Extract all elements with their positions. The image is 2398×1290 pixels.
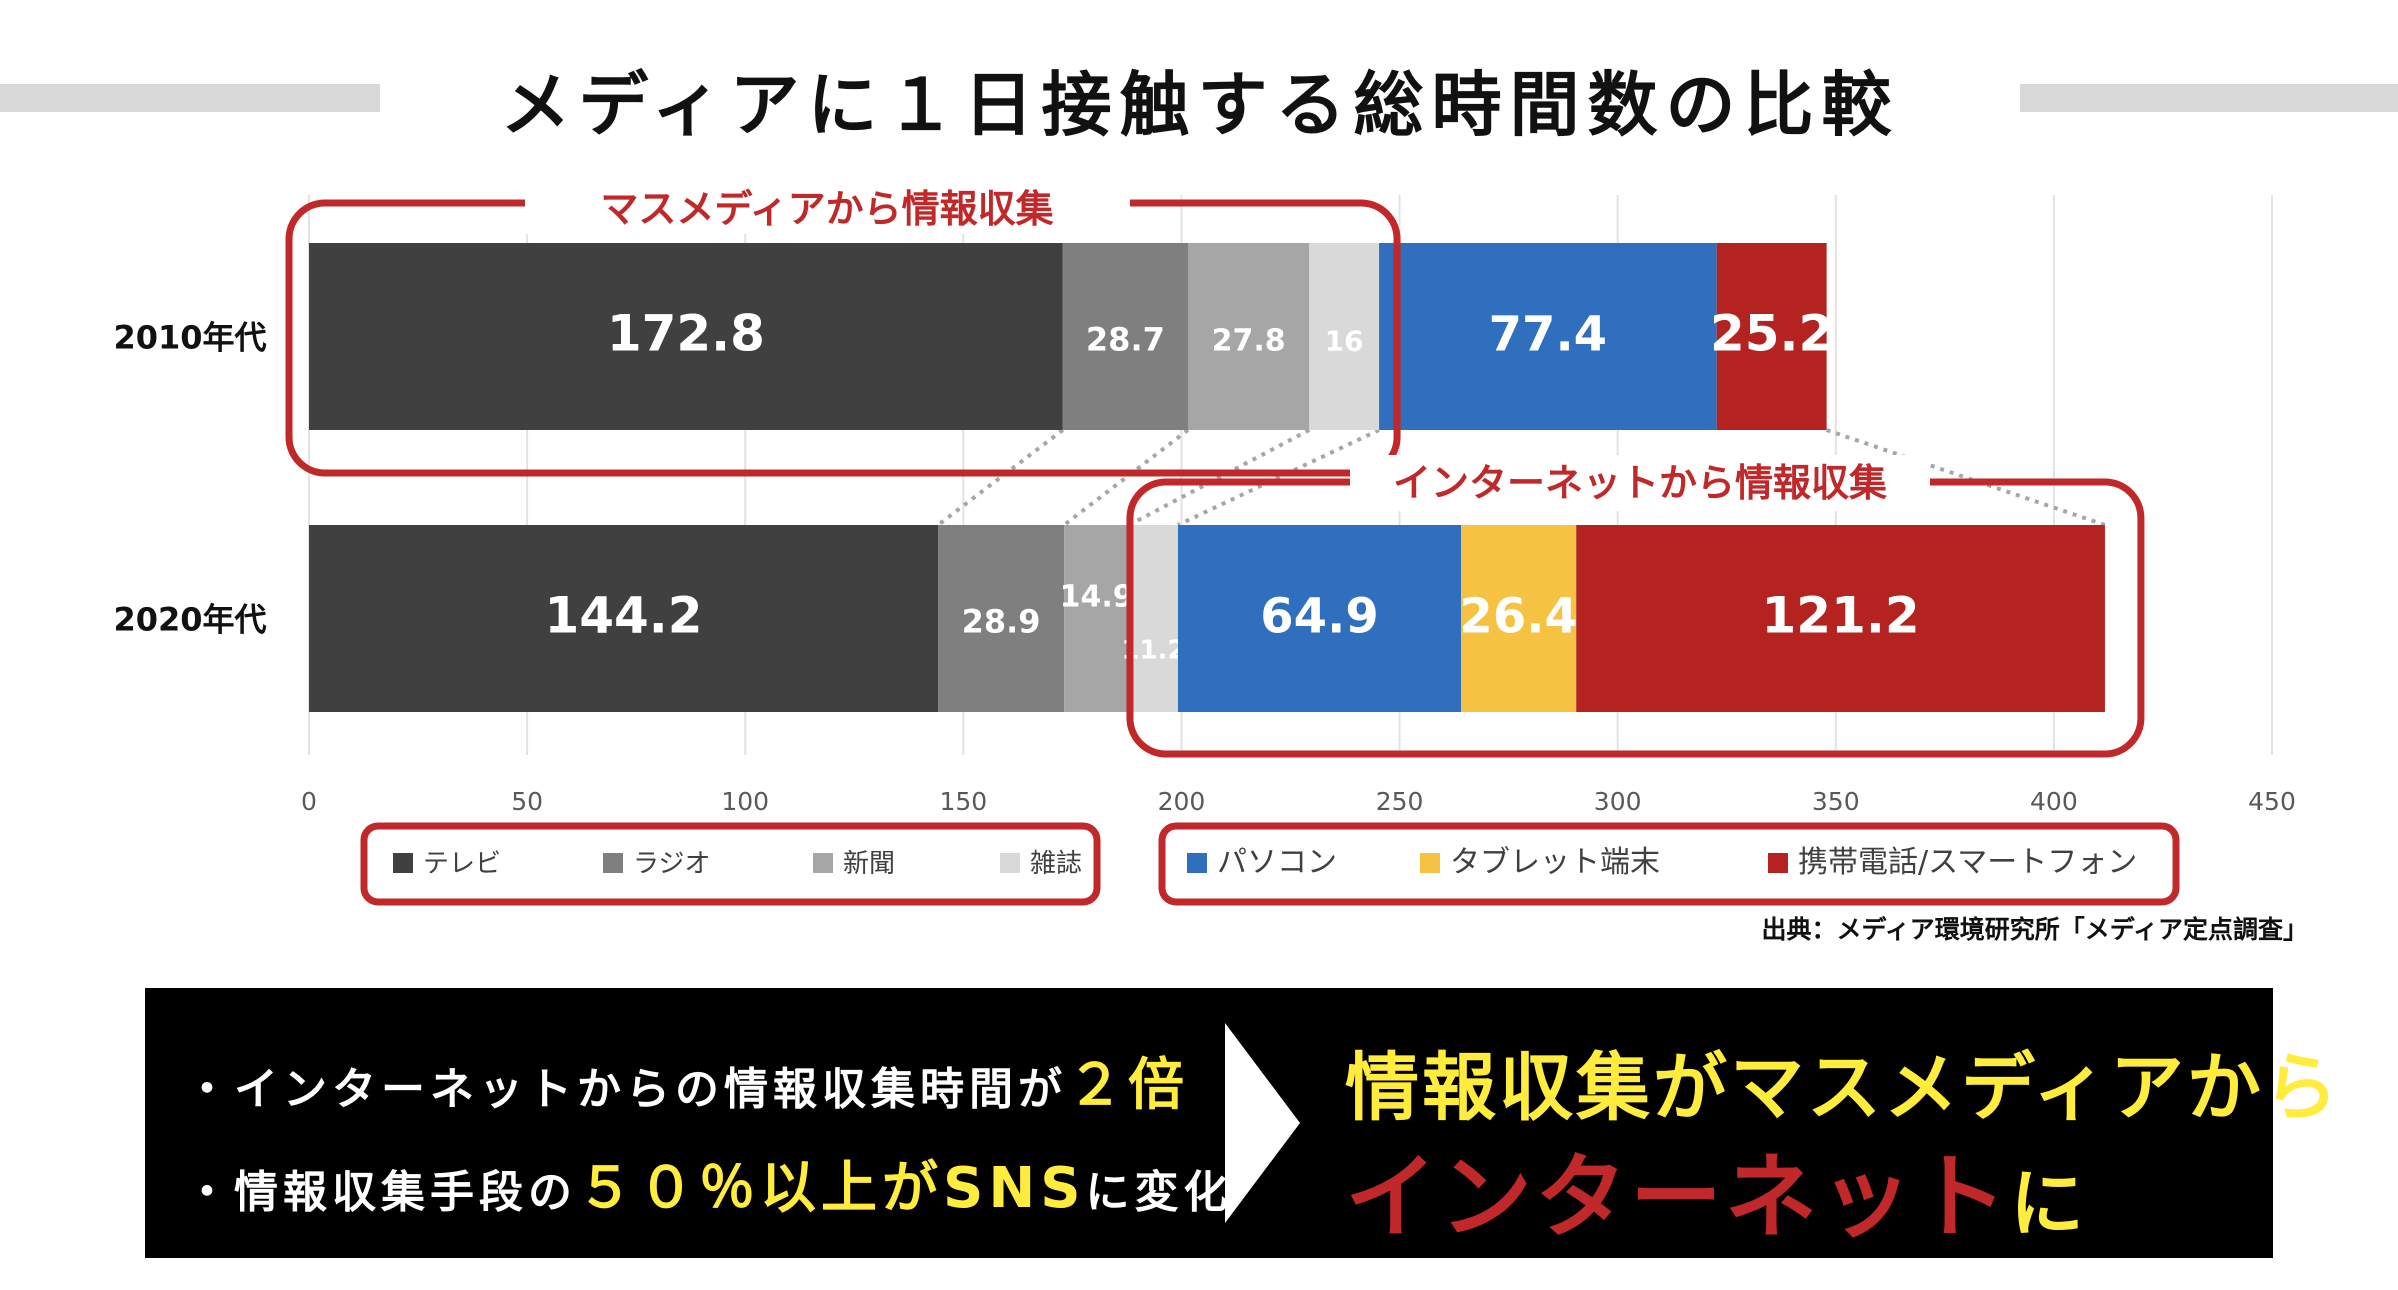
- conclusion-line-2: インターネットに: [1345, 1123, 2087, 1256]
- legend-label: ラジオ: [633, 849, 710, 879]
- data-label: 144.2: [544, 587, 702, 645]
- legend-label: パソコン: [1217, 845, 1337, 880]
- chevron-right-icon: [1225, 1023, 1300, 1223]
- bar-segment: [1379, 243, 1717, 430]
- legend-frame-mass-media: [360, 822, 1101, 906]
- conclusion-line-1: 情報収集がマスメディアから: [1345, 1045, 2341, 1131]
- bar-segment: [938, 525, 1065, 712]
- data-label: 14.9: [1060, 580, 1134, 615]
- frame-label-bg: [525, 178, 1130, 234]
- category-label: 2020年代: [113, 601, 266, 639]
- bullet-2-highlight: ５０％以上がSNS: [577, 1156, 1086, 1221]
- bar-segment: [309, 243, 1063, 430]
- legend-label: タブレット端末: [1450, 845, 1660, 880]
- connector-line: [1128, 428, 1311, 527]
- bar-segment: [1064, 525, 1130, 712]
- data-label: 27.8: [1212, 324, 1286, 359]
- bar-segment: [309, 525, 939, 712]
- summary-bullet-1: ・インターネットからの情報収集時間が２倍: [185, 1040, 1189, 1121]
- x-tick-label: 100: [721, 787, 769, 816]
- bar-segment: [1177, 525, 1462, 712]
- bar-segment: [1461, 525, 1577, 712]
- bar-segment: [1309, 243, 1380, 430]
- mass-media-frame-label: マスメディアから情報収集: [600, 187, 1053, 231]
- legend-swatch: [1000, 853, 1020, 873]
- x-tick-label: 150: [939, 787, 987, 816]
- legend-label: 雑誌: [1030, 849, 1082, 879]
- bullet-1-highlight: ２倍: [1067, 1053, 1189, 1118]
- data-label: 121.2: [1761, 587, 1919, 645]
- conclusion-tail: に: [2010, 1161, 2088, 1247]
- legend-label: 新聞: [843, 849, 895, 879]
- stacked-bar-chart: 0 50 100 150 200 250 300 350 400 450 2010年代 2020年代 1…: [113, 178, 2296, 906]
- data-label: 25.2: [1710, 305, 1833, 363]
- data-label: 26.4: [1459, 589, 1577, 645]
- data-label: 16: [1325, 325, 1364, 358]
- data-label: 77.4: [1489, 307, 1607, 363]
- x-tick-label: 350: [1812, 787, 1860, 816]
- x-tick-label: 300: [1594, 787, 1642, 816]
- legend-swatch: [1187, 853, 1207, 873]
- bullet-2-text: ・情報収集手段の: [185, 1167, 577, 1218]
- legend-frame-internet: [1158, 822, 2180, 906]
- summary-bullet-2: ・情報収集手段の５０％以上がSNSに変化: [185, 1143, 1233, 1224]
- x-tick-label: 50: [511, 787, 543, 816]
- data-label: 28.7: [1086, 321, 1165, 359]
- legend-swatch: [1768, 853, 1788, 873]
- data-label: 28.9: [962, 603, 1041, 641]
- x-tick-label: 200: [1158, 787, 1206, 816]
- bar-segment: [1187, 243, 1310, 430]
- x-tick-label: 450: [2248, 787, 2296, 816]
- legend-swatch: [813, 853, 833, 873]
- legend-swatch: [1420, 853, 1440, 873]
- data-label: 172.8: [607, 305, 765, 363]
- category-label: 2010年代: [113, 319, 266, 357]
- legend-swatch: [393, 853, 413, 873]
- source-note: 出典：メディア環境研究所「メディア定点調査」: [1761, 915, 2308, 944]
- legend-swatch: [603, 853, 623, 873]
- bar-segment: [1716, 243, 1827, 430]
- x-tick-label: 0: [301, 787, 317, 816]
- conclusion-emphasis: インターネット: [1345, 1144, 2011, 1251]
- summary-panel: ・インターネットからの情報収集時間が２倍 ・情報収集手段の５０％以上がSNSに変…: [145, 988, 2338, 1258]
- connector-line: [1177, 428, 1380, 527]
- bar-segment: [1062, 243, 1188, 430]
- page-title: メディアに１日接触する総時間数の比較: [380, 50, 2020, 160]
- x-tick-label: 400: [2030, 787, 2078, 816]
- internet-frame-label: インターネットから情報収集: [1393, 461, 1887, 505]
- legend-label: 携帯電話/スマートフォン: [1798, 845, 2137, 880]
- bar-segment: [1129, 525, 1178, 712]
- legend-label: テレビ: [423, 849, 501, 879]
- connector-line: [936, 428, 1065, 527]
- connector-line: [1062, 428, 1190, 527]
- bar-segment: [1576, 525, 2105, 712]
- bullet-2-suffix: に変化: [1085, 1167, 1233, 1218]
- x-tick-label: 250: [1376, 787, 1424, 816]
- frame-label-bg: [1350, 455, 1930, 511]
- data-label: 64.9: [1260, 589, 1378, 645]
- bullet-1-text: ・インターネットからの情報収集時間が: [185, 1064, 1067, 1115]
